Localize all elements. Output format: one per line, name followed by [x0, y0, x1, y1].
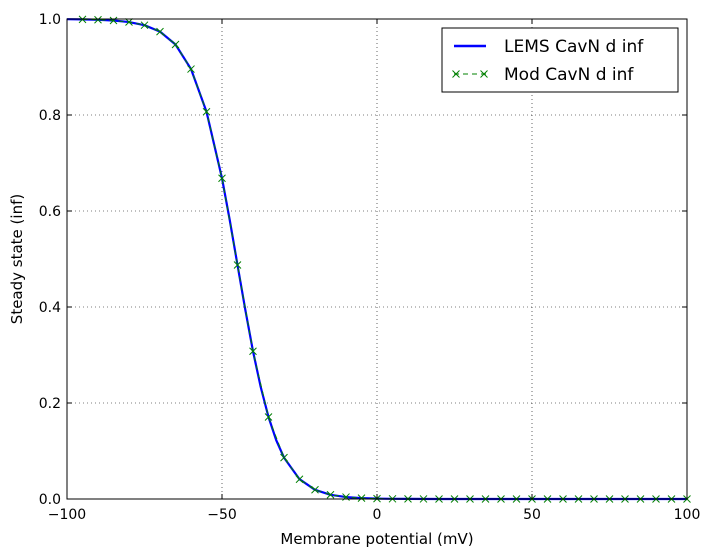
- data-point-marker: [311, 485, 319, 494]
- data-point-marker: [280, 453, 288, 462]
- legend-box: [441, 27, 679, 93]
- data-point-marker: [218, 174, 226, 183]
- legend: LEMS CavN d inf Mod CavN d inf: [441, 27, 679, 93]
- data-point-marker: [264, 413, 273, 421]
- x-tick-label: −50: [207, 507, 237, 523]
- y-tick-label: 0.0: [39, 492, 61, 508]
- x-axis-label: Membrane potential (mV): [280, 530, 473, 548]
- legend-marker: [452, 70, 460, 78]
- legend-entry: LEMS CavN d inf: [454, 37, 644, 57]
- data-point-marker: [109, 16, 118, 25]
- data-point-marker: [357, 494, 366, 502]
- data-point-marker: [171, 40, 180, 49]
- axis-ticks: [66, 18, 688, 500]
- y-tick-label: 0.4: [39, 300, 61, 316]
- y-axis-label: Steady state (inf): [8, 194, 26, 324]
- legend-entry: Mod CavN d inf: [452, 65, 634, 85]
- data-point-marker: [140, 21, 149, 30]
- data-point-marker: [125, 18, 133, 26]
- x-tick-label: 0: [373, 507, 382, 523]
- x-tick-label: 100: [674, 507, 701, 523]
- data-point-marker: [326, 490, 335, 499]
- x-tick-label: 50: [523, 507, 541, 523]
- legend-label: Mod CavN d inf: [504, 65, 634, 85]
- tick-labels: −100 −50 0 50 100 0.0 0.2 0.4 0.6 0.8 1.0: [39, 12, 701, 523]
- legend-label: LEMS CavN d inf: [504, 37, 644, 57]
- data-point-marker: [202, 107, 211, 116]
- data-point-marker: [94, 15, 102, 24]
- data-point-marker: [156, 27, 164, 36]
- data-point-marker: [249, 347, 257, 356]
- x-tick-label: −100: [48, 507, 86, 523]
- data-point-marker: [295, 475, 304, 484]
- y-tick-label: 0.8: [39, 108, 61, 124]
- data-point-marker: [187, 65, 195, 73]
- legend-marker: [480, 70, 488, 78]
- legend-items: LEMS CavN d inf Mod CavN d inf: [452, 37, 644, 85]
- y-tick-label: 1.0: [39, 12, 61, 28]
- data-point-marker: [233, 261, 242, 269]
- y-tick-label: 0.6: [39, 204, 61, 220]
- y-tick-label: 0.2: [39, 396, 61, 412]
